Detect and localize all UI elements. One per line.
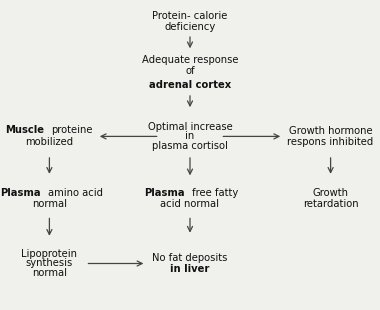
Text: synthesis: synthesis (26, 259, 73, 268)
Text: mobilized: mobilized (25, 137, 73, 147)
Text: No fat deposits: No fat deposits (152, 253, 228, 263)
Text: normal: normal (32, 199, 67, 209)
Text: amino acid: amino acid (49, 188, 103, 198)
Text: in: in (185, 131, 195, 141)
Text: retardation: retardation (303, 199, 358, 209)
Text: Optimal increase: Optimal increase (147, 122, 233, 132)
Text: Lipoprotein: Lipoprotein (21, 249, 78, 259)
Text: Plasma: Plasma (144, 188, 184, 198)
Text: plasma cortisol: plasma cortisol (152, 141, 228, 151)
Text: acid normal: acid normal (160, 199, 220, 209)
Text: respons inhibited: respons inhibited (288, 137, 374, 147)
Text: of: of (185, 66, 195, 76)
Text: Adequate response: Adequate response (142, 55, 238, 65)
Text: normal: normal (32, 268, 67, 278)
Text: Protein- calorie
deficiency: Protein- calorie deficiency (152, 11, 228, 33)
Text: proteine: proteine (51, 125, 93, 135)
Text: in liver: in liver (170, 264, 210, 274)
Text: Muscle: Muscle (5, 125, 44, 135)
Text: free fatty: free fatty (192, 188, 238, 198)
Text: adrenal cortex: adrenal cortex (149, 80, 231, 90)
Text: Growth: Growth (313, 188, 348, 198)
Text: Plasma: Plasma (1, 188, 41, 198)
Text: Growth hormone: Growth hormone (289, 126, 372, 136)
